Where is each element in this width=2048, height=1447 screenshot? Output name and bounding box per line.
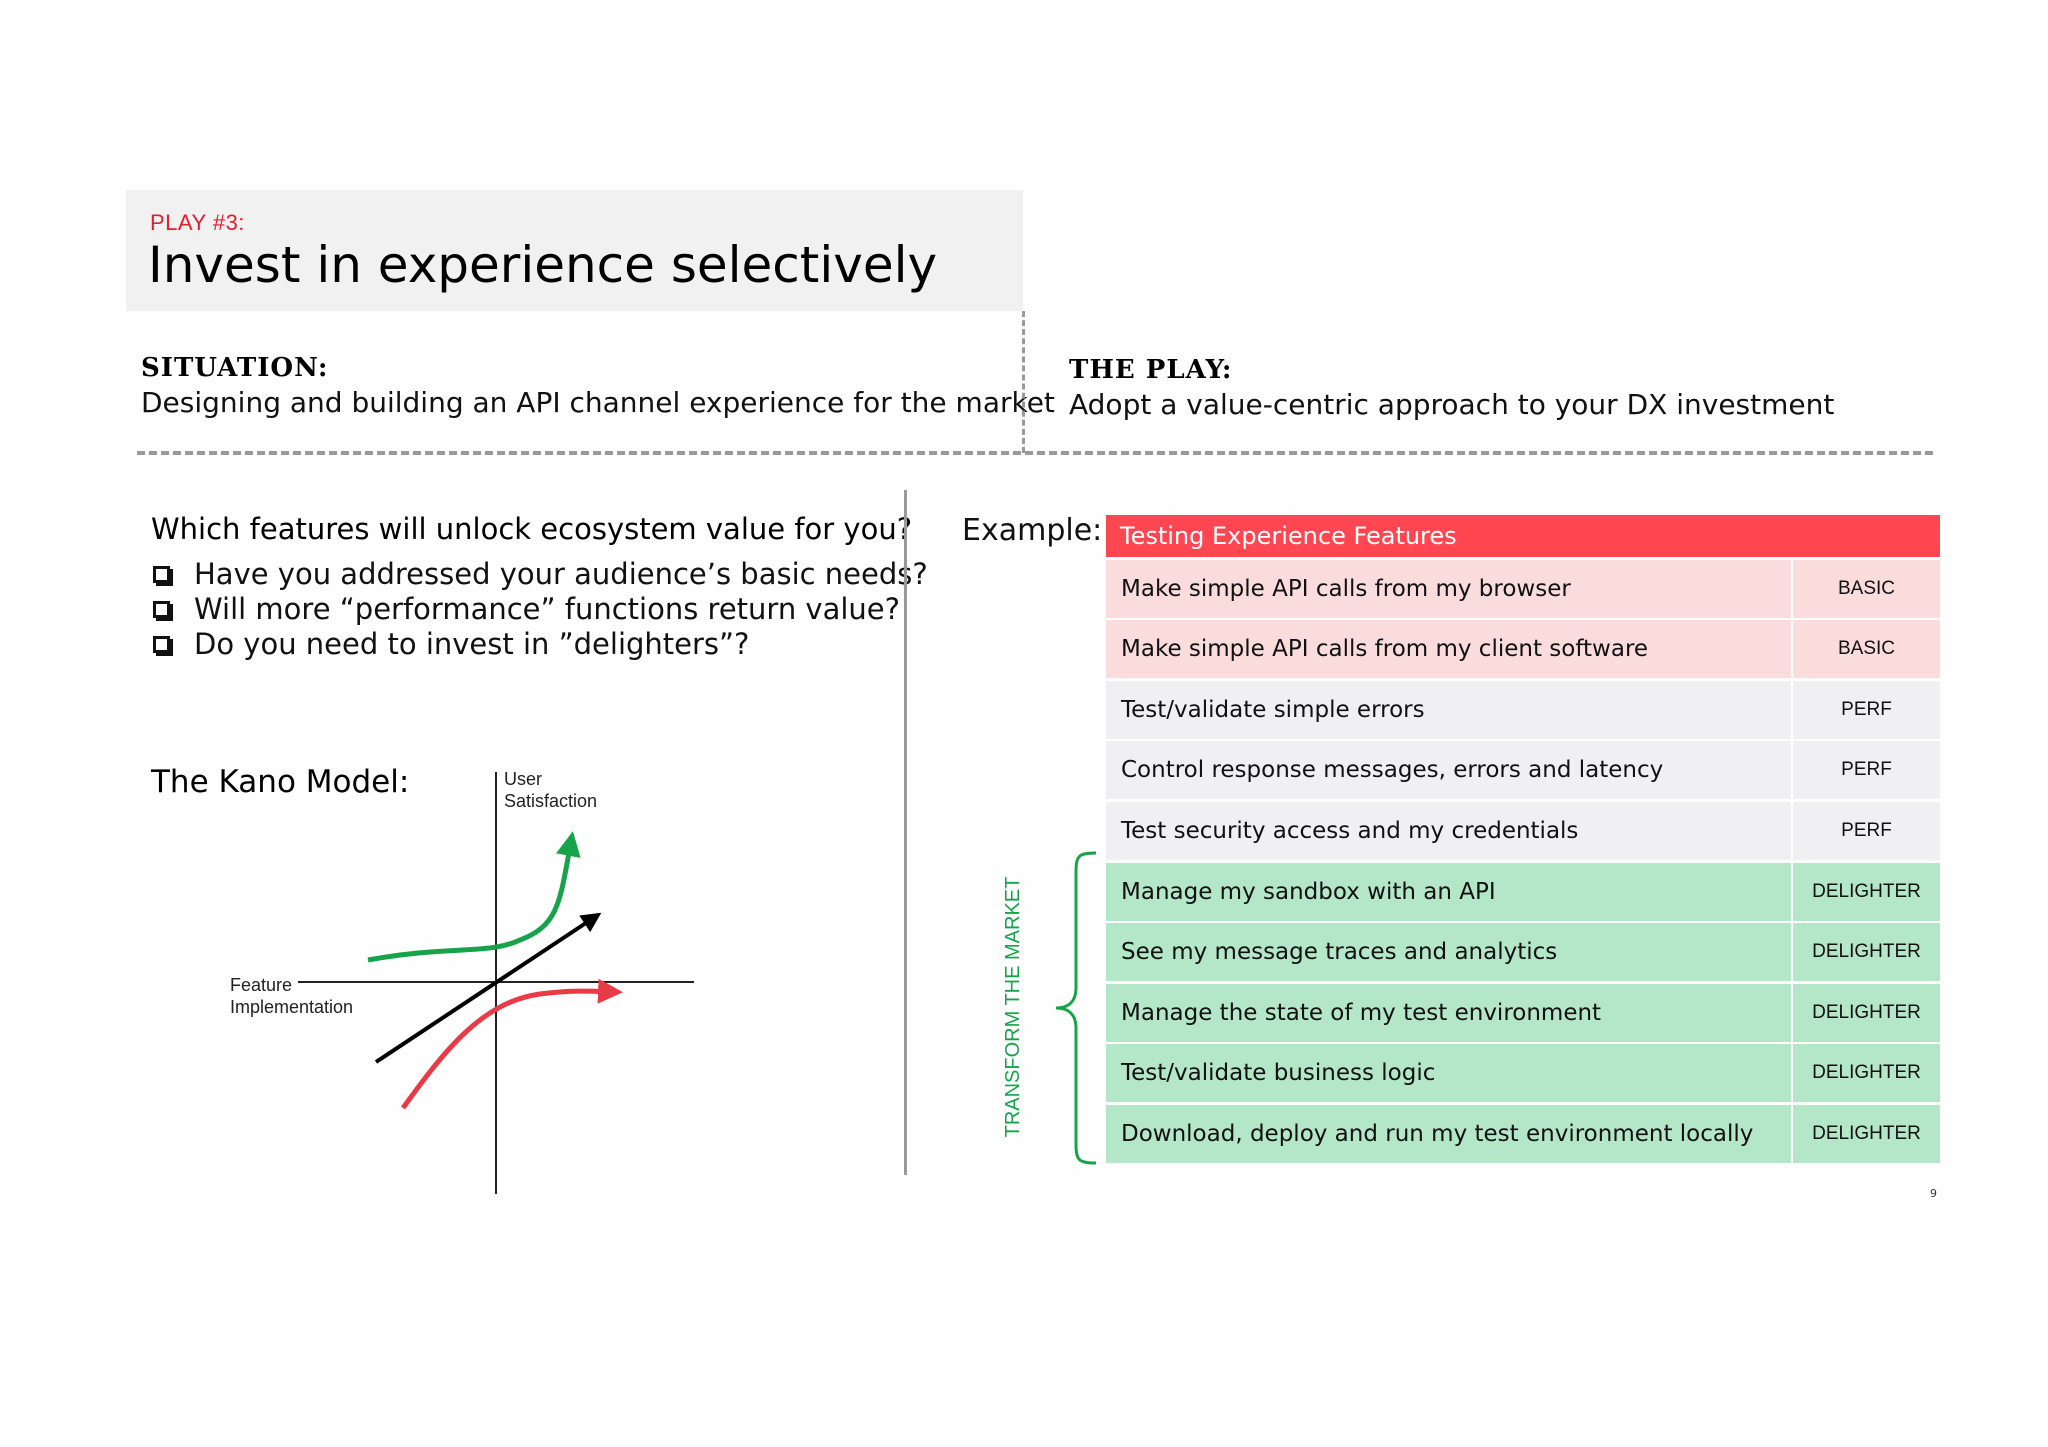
delighter-curve [367,831,581,963]
performance-line [374,912,602,1064]
category-cell: DELIGHTER [1793,862,1940,921]
feature-cell: Download, deploy and run my test environ… [1106,1104,1791,1163]
category-cell: PERF [1793,741,1940,800]
column-divider [904,490,907,1175]
feature-cell: See my message traces and analytics [1106,923,1791,982]
x-axis-label: Feature [230,975,292,995]
table-row: Make simple API calls from my client sof… [1106,620,1940,679]
category-cell: DELIGHTER [1793,1104,1940,1163]
brace-icon [1055,851,1097,1165]
y-axis-label: User [504,769,542,789]
category-cell: DELIGHTER [1793,1044,1940,1103]
feature-cell: Manage my sandbox with an API [1106,862,1791,921]
play-label: PLAY #3: [150,210,245,235]
checklist: Have you addressed your audience’s basic… [151,557,928,662]
category-cell: BASIC [1793,620,1940,679]
category-cell: DELIGHTER [1793,923,1940,982]
example-label: Example: [962,513,1103,548]
checkbox-icon [153,601,170,618]
table-row: Manage my sandbox with an API DELIGHTER [1106,862,1940,921]
category-cell: BASIC [1793,559,1940,618]
feature-cell: Make simple API calls from my browser [1106,559,1791,618]
kano-diagram: User Satisfaction Feature Implementation [230,769,694,1194]
horizontal-divider [137,451,1933,455]
feature-cell: Manage the state of my test environment [1106,983,1791,1042]
checklist-item: Will more “performance” functions return… [151,592,928,627]
checkbox-icon [153,566,170,583]
checkbox-icon [153,636,170,653]
table-row: Test/validate simple errors PERF [1106,680,1940,739]
page-title: Invest in experience selectively [148,236,938,294]
situation-text: Designing and building an API channel ex… [141,386,1055,419]
transform-label: TRANSFORM THE MARKET [1002,876,1024,1138]
checklist-item: Have you addressed your audience’s basic… [151,557,928,592]
table-row: Control response messages, errors and la… [1106,741,1940,800]
table-row: See my message traces and analytics DELI… [1106,923,1940,982]
table-row: Test/validate business logic DELIGHTER [1106,1044,1940,1103]
feature-cell: Control response messages, errors and la… [1106,741,1791,800]
y-axis-label: Satisfaction [504,791,597,811]
table-row: Download, deploy and run my test environ… [1106,1104,1940,1163]
feature-table: Testing Experience Features Make simple … [1106,515,1940,1163]
feature-cell: Test security access and my credentials [1106,801,1791,860]
feature-cell: Make simple API calls from my client sof… [1106,620,1791,679]
table-row: Test security access and my credentials … [1106,801,1940,860]
table-row: Make simple API calls from my browser BA… [1106,559,1940,618]
play-text: Adopt a value-centric approach to your D… [1069,388,1835,421]
category-cell: PERF [1793,801,1940,860]
checklist-item: Do you need to invest in ”delighters”? [151,627,928,662]
page-number: 9 [1930,1187,1937,1200]
category-cell: DELIGHTER [1793,983,1940,1042]
feature-cell: Test/validate simple errors [1106,680,1791,739]
table-title: Testing Experience Features [1106,515,1940,557]
category-cell: PERF [1793,680,1940,739]
x-axis-label: Implementation [230,997,353,1017]
basic-curve [400,978,623,1110]
situation-heading: SITUATION: [141,353,329,383]
play-heading: THE PLAY: [1069,355,1233,385]
table-row: Manage the state of my test environment … [1106,983,1940,1042]
feature-cell: Test/validate business logic [1106,1044,1791,1103]
header-box [126,190,1023,311]
kano-label: The Kano Model: [151,764,410,800]
question-heading: Which features will unlock ecosystem val… [151,512,913,546]
vertical-divider [1022,311,1025,453]
